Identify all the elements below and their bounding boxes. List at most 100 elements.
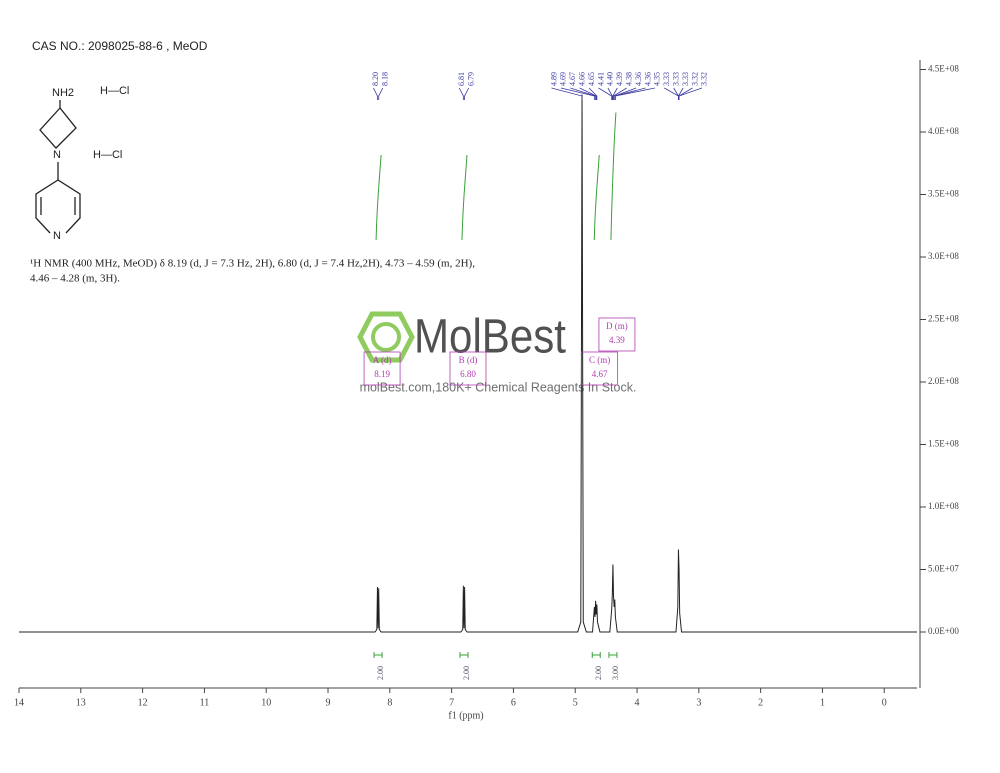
amine-label: NH2 — [52, 87, 74, 99]
integral-label: 2.00 — [462, 666, 471, 680]
peak-leader — [458, 87, 464, 100]
multiplet-box — [449, 351, 487, 386]
multiplet-name: D (m) — [606, 321, 628, 331]
structure: NH2 H—Cl H—Cl N N — [35, 85, 129, 242]
integral-curve — [461, 154, 468, 241]
y-tick-label: 1.5E+08 — [928, 439, 959, 449]
y-tick-label: 2.5E+08 — [928, 314, 959, 324]
y-tick-label: 1.0E+08 — [928, 501, 959, 511]
integral-label: 3.00 — [611, 666, 620, 680]
peak-leader — [614, 87, 646, 100]
peak-label: 6.81 — [457, 72, 466, 86]
multiplet-box — [598, 317, 636, 352]
y-tick-label: 5.0E+07 — [928, 564, 959, 574]
peak-leader — [613, 87, 627, 100]
peak-label: 8.18 — [381, 72, 390, 86]
x-tick-label: 10 — [261, 697, 271, 708]
acid-label: H—Cl — [93, 149, 122, 161]
peak-label: 4.36 — [643, 72, 652, 86]
logo — [357, 311, 415, 363]
peak-label: 4.35 — [653, 72, 662, 86]
peak-label: 3.33 — [672, 72, 681, 86]
ring-n-label: N — [53, 230, 61, 242]
y-tick-label: 0.0E+00 — [928, 626, 959, 636]
integral-label: 2.00 — [376, 666, 385, 680]
peak-label: 3.32 — [690, 72, 699, 86]
x-tick-label: 0 — [882, 697, 887, 708]
chart-title: CAS NO.: 2098025-88-6 , MeOD — [32, 39, 208, 53]
x-tick-label: 14 — [14, 697, 24, 708]
peak-label: 4.39 — [615, 72, 624, 86]
peak-label: 4.67 — [568, 72, 577, 86]
multiplet-name: B (d) — [459, 355, 478, 365]
x-tick-label: 12 — [138, 697, 148, 708]
peak-label: 4.65 — [587, 72, 596, 86]
integral-curve — [375, 154, 382, 241]
peak-leader — [378, 87, 384, 100]
multiplet-shift: 4.67 — [592, 369, 608, 379]
peak-label: 4.40 — [606, 72, 615, 86]
multiplet-shift: 6.80 — [460, 369, 476, 379]
description: ¹H NMR (400 MHz, MeOD) δ 8.19 (d, J = 7.… — [30, 258, 475, 270]
peak-leader — [588, 87, 598, 100]
watermark: MolBest molBest.com,180K+ Chemical Reage… — [357, 311, 637, 394]
peak-leader — [607, 87, 613, 100]
y-tick-label: 3.5E+08 — [928, 189, 959, 199]
y-tick-label: 3.0E+08 — [928, 251, 959, 261]
peak-leader — [678, 87, 703, 100]
x-tick-label: 9 — [326, 697, 331, 708]
integral-label: 2.00 — [594, 666, 603, 680]
x-tick-label: 8 — [387, 697, 392, 708]
x-axis-title: f1 (ppm) — [448, 710, 483, 721]
description: 4.46 – 4.28 (m, 3H). — [30, 273, 120, 285]
multiplet-shift: 4.39 — [609, 335, 625, 345]
y-tick-label: 2.0E+08 — [928, 376, 959, 386]
peak-label: 6.79 — [467, 72, 476, 86]
peak-label: 4.36 — [634, 72, 643, 86]
multiplet-box — [363, 351, 401, 386]
peak-leader — [464, 87, 470, 100]
peak-leader — [678, 87, 684, 100]
peak-label: 8.20 — [371, 72, 380, 86]
x-tick-label: 6 — [511, 697, 516, 708]
y-tick-label: 4.5E+08 — [928, 64, 959, 74]
peak-leader — [664, 87, 679, 100]
multiplet-name: C (m) — [589, 355, 610, 365]
peak-leader — [612, 87, 618, 100]
spectrum-line — [19, 94, 917, 633]
x-tick-label: 1 — [820, 697, 825, 708]
x-tick-label: 7 — [449, 697, 454, 708]
peak-label: 3.32 — [700, 72, 709, 86]
peak-label: 4.89 — [549, 72, 558, 86]
x-tick-label: 4 — [635, 697, 640, 708]
peak-label: 4.38 — [625, 72, 634, 86]
ring — [35, 179, 81, 234]
x-tick-label: 5 — [573, 697, 578, 708]
integral-curve — [593, 154, 600, 241]
integral-curve — [610, 112, 617, 241]
multiplet-name: A (d) — [373, 355, 392, 365]
peak-leader — [551, 87, 583, 100]
peak-label: 4.69 — [559, 72, 568, 86]
x-tick-label: 11 — [200, 697, 210, 708]
peak-leader — [615, 87, 655, 100]
x-tick-label: 3 — [696, 697, 701, 708]
peak-leader — [598, 87, 613, 100]
watermark-slogan: molBest.com,180K+ Chemical Reagents In S… — [360, 380, 637, 394]
logo — [371, 322, 401, 352]
acid-label: H—Cl — [100, 85, 129, 97]
x-tick-label: 2 — [758, 697, 763, 708]
watermark-brand: MolBest — [414, 311, 566, 364]
peak-label: 3.33 — [681, 72, 690, 86]
ring — [39, 106, 77, 149]
peak-label: 3.33 — [662, 72, 671, 86]
x-tick-label: 13 — [76, 697, 86, 708]
ring-n-label: N — [53, 149, 61, 161]
peak-label: 4.66 — [578, 72, 587, 86]
peak-leader — [579, 87, 597, 100]
peak-leader — [373, 87, 378, 100]
peak-label: 4.41 — [596, 72, 605, 86]
y-tick-label: 4.0E+08 — [928, 126, 959, 136]
multiplet-shift: 8.19 — [374, 369, 390, 379]
